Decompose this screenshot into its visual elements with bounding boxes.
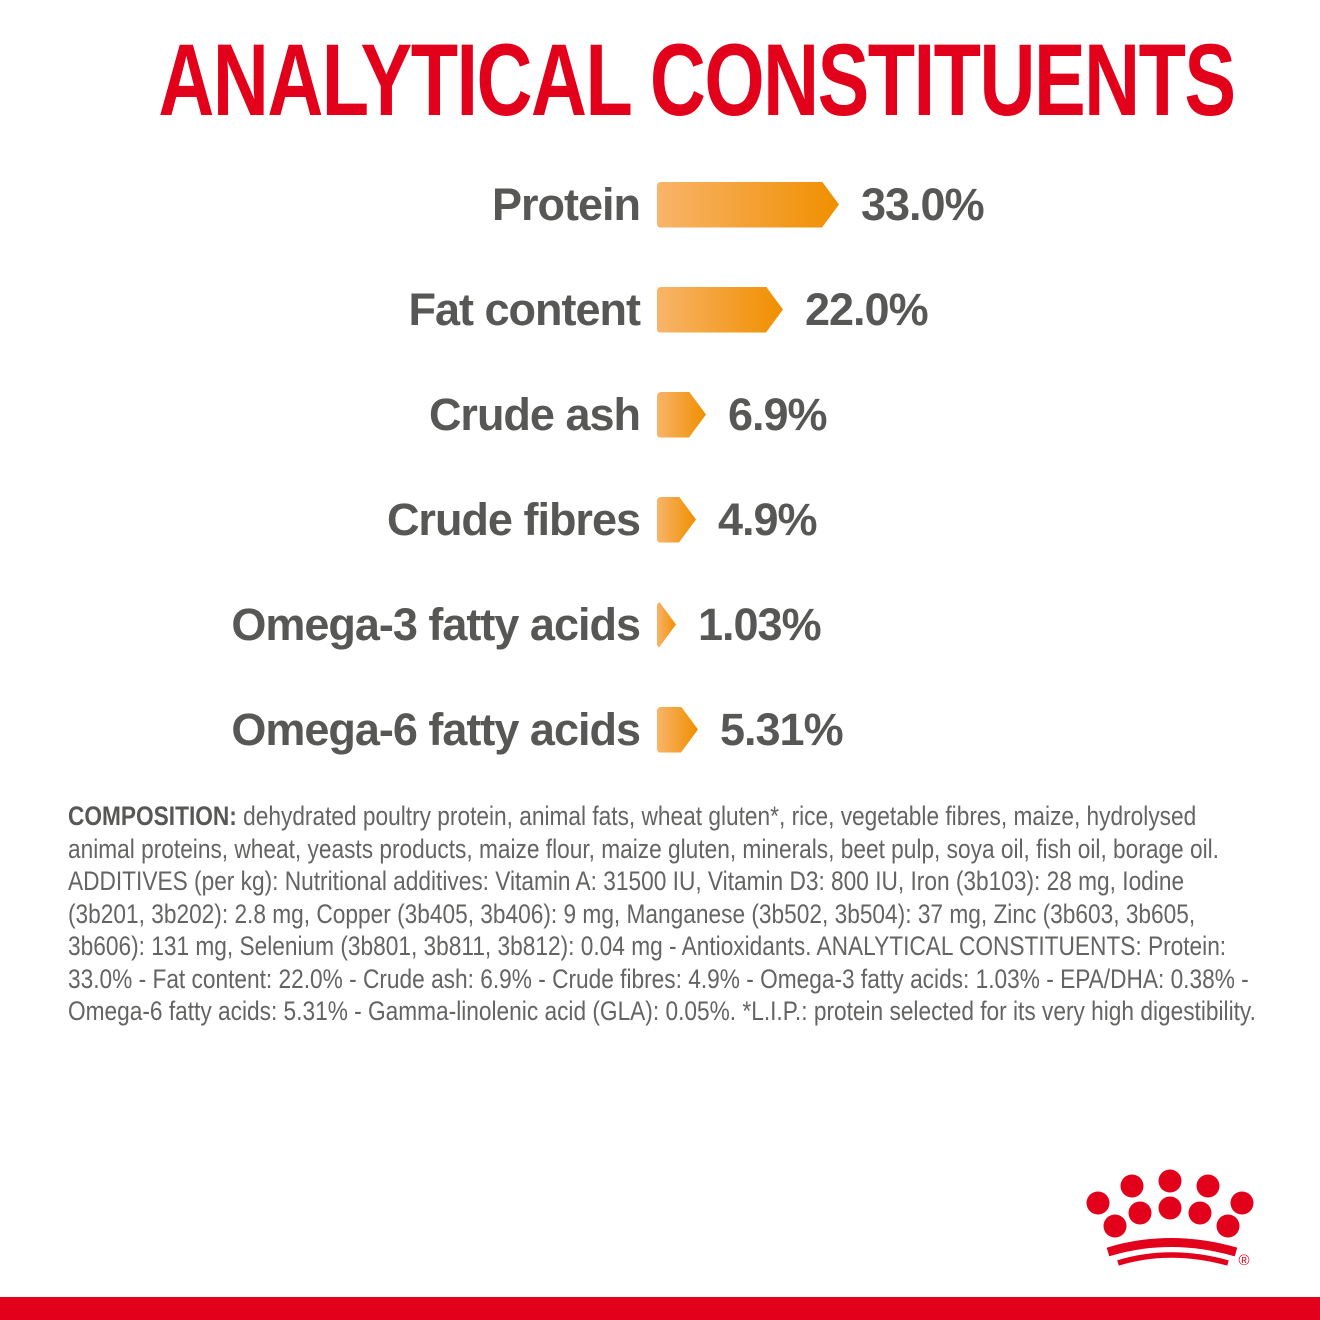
nutrient-label: Crude fibres: [386, 493, 641, 545]
composition-text: COMPOSITION: dehydrated poultry protein,…: [68, 800, 1261, 1028]
nutrient-bar: [657, 497, 696, 543]
chart-row: Omega-3 fatty acids 1.03%: [0, 572, 1320, 677]
chart-row: Protein 33.0%: [0, 152, 1320, 257]
nutrient-value: 22.0%: [805, 283, 929, 335]
chart-row: Omega-6 fatty acids 5.31%: [0, 677, 1320, 782]
nutrient-label: Omega-6 fatty acids: [231, 703, 641, 755]
nutrient-label: Crude ash: [428, 388, 641, 440]
nutrient-value: 4.9%: [718, 493, 818, 545]
nutrient-value: 33.0%: [861, 178, 985, 230]
nutrient-label: Fat content: [408, 283, 642, 335]
nutrient-label: Protein: [491, 178, 641, 230]
nutrient-bar: [657, 182, 839, 228]
analytical-constituents-chart: Protein 33.0% Fat content 22.0% Crude as…: [0, 152, 1320, 782]
royal-canin-crown-logo: ®: [1086, 1169, 1254, 1269]
crown-rim-arcs: [1106, 1238, 1238, 1266]
nutrient-value: 5.31%: [720, 703, 844, 755]
chart-row: Fat content 22.0%: [0, 257, 1320, 362]
nutrient-value: 6.9%: [728, 388, 828, 440]
chart-row: Crude fibres 4.9%: [0, 467, 1320, 572]
nutrient-bar: [657, 707, 698, 753]
composition-body: dehydrated poultry protein, animal fats,…: [68, 801, 1256, 1026]
registered-trademark-icon: ®: [1238, 1252, 1249, 1269]
chart-row: Crude ash 6.9%: [0, 362, 1320, 467]
nutrient-bar: [657, 602, 676, 648]
bottom-red-band: [0, 1297, 1320, 1320]
nutrient-bar: [657, 392, 706, 438]
nutrient-value: 1.03%: [698, 598, 822, 650]
nutrient-label: Omega-3 fatty acids: [231, 598, 641, 650]
crown-dots: [1086, 1169, 1254, 1238]
nutrient-bar: [657, 287, 783, 333]
page-title: ANALYTICAL CONSTITUENTS: [158, 23, 1236, 137]
composition-lead: COMPOSITION:: [68, 801, 237, 831]
